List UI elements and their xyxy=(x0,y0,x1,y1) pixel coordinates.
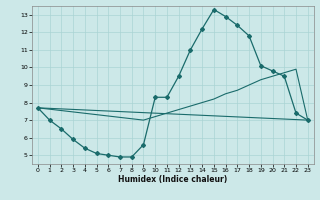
X-axis label: Humidex (Indice chaleur): Humidex (Indice chaleur) xyxy=(118,175,228,184)
